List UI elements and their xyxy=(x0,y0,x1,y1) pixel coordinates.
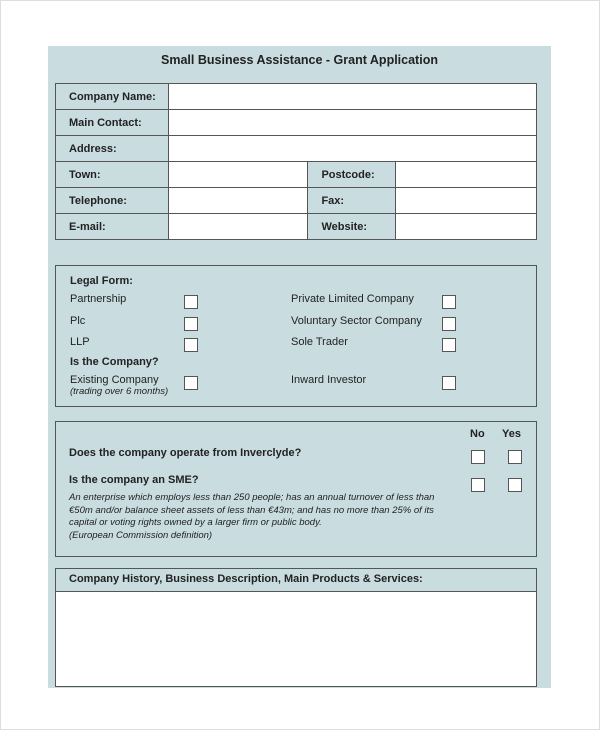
town-label: Town: xyxy=(55,161,169,188)
llp-checkbox[interactable] xyxy=(184,338,198,352)
main-contact-label: Main Contact: xyxy=(55,109,169,136)
sme-definition-line: An enterprise which employs less than 25… xyxy=(69,492,435,503)
yes-header: Yes xyxy=(502,428,521,440)
sme-definition-line: capital or voting rights owned by a larg… xyxy=(69,517,322,528)
option-existing-company: Existing Company xyxy=(70,374,159,386)
town-field[interactable] xyxy=(167,161,309,188)
option-inward-investor: Inward Investor xyxy=(291,374,367,386)
option-partnership: Partnership xyxy=(70,293,127,305)
inverclyde-question: Does the company operate from Inverclyde… xyxy=(69,447,302,459)
company-name-field[interactable] xyxy=(167,83,538,110)
inward-investor-checkbox[interactable] xyxy=(442,376,456,390)
sme-definition-line: €50m and/or balance sheet assets of less… xyxy=(69,504,434,516)
fax-field[interactable] xyxy=(395,187,537,214)
legal-form-heading: Legal Form: xyxy=(70,275,133,287)
company-name-label: Company Name: xyxy=(55,83,169,110)
sme-definition-source: (European Commission definition) xyxy=(69,529,213,541)
website-field[interactable] xyxy=(395,213,537,240)
inverclyde-no-checkbox[interactable] xyxy=(471,450,485,464)
address-label: Address: xyxy=(55,135,169,162)
website-label: Website: xyxy=(307,213,397,240)
sme-no-checkbox[interactable] xyxy=(471,478,485,492)
form-title: Small Business Assistance - Grant Applic… xyxy=(161,53,438,67)
existing-company-note: (trading over 6 months) xyxy=(70,386,169,397)
is-company-heading: Is the Company? xyxy=(70,356,159,368)
private-limited-checkbox[interactable] xyxy=(442,295,456,309)
existing-company-checkbox[interactable] xyxy=(184,376,198,390)
voluntary-sector-checkbox[interactable] xyxy=(442,317,456,331)
address-field[interactable] xyxy=(167,135,538,162)
history-header: Company History, Business Description, M… xyxy=(56,569,536,592)
history-heading: Company History, Business Description, M… xyxy=(69,573,423,585)
postcode-label: Postcode: xyxy=(307,161,397,188)
sole-trader-checkbox[interactable] xyxy=(442,338,456,352)
sme-question: Is the company an SME? xyxy=(69,474,199,486)
email-field[interactable] xyxy=(167,213,309,240)
option-private-limited: Private Limited Company xyxy=(291,293,414,305)
option-sole-trader: Sole Trader xyxy=(291,336,348,348)
contact-table: Company Name: Main Contact: Address: Tow… xyxy=(55,83,538,240)
history-textarea[interactable] xyxy=(56,592,536,686)
form-panel: Small Business Assistance - Grant Applic… xyxy=(48,46,551,688)
option-plc: Plc xyxy=(70,315,86,327)
no-header: No xyxy=(470,428,485,440)
postcode-field[interactable] xyxy=(395,161,537,188)
main-contact-field[interactable] xyxy=(167,109,538,136)
telephone-field[interactable] xyxy=(167,187,309,214)
history-section: Company History, Business Description, M… xyxy=(55,568,537,687)
email-label: E-mail: xyxy=(55,213,169,240)
fax-label: Fax: xyxy=(307,187,397,214)
plc-checkbox[interactable] xyxy=(184,317,198,331)
sme-yes-checkbox[interactable] xyxy=(508,478,522,492)
option-voluntary-sector: Voluntary Sector Company xyxy=(291,315,422,327)
legal-form-section: Legal Form: Partnership Plc LLP Private … xyxy=(55,265,537,407)
telephone-label: Telephone: xyxy=(55,187,169,214)
partnership-checkbox[interactable] xyxy=(184,295,198,309)
inverclyde-yes-checkbox[interactable] xyxy=(508,450,522,464)
eligibility-section: No Yes Does the company operate from Inv… xyxy=(55,421,537,557)
option-llp: LLP xyxy=(70,336,90,348)
